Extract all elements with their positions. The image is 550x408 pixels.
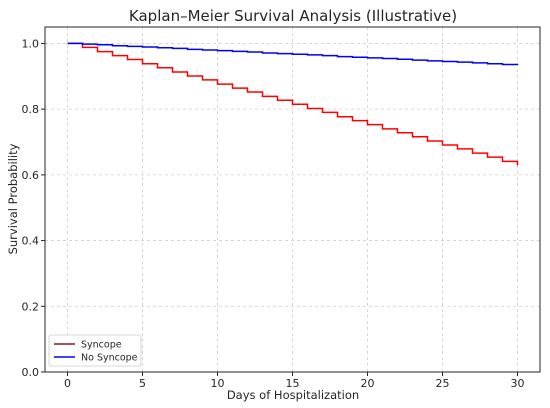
x-tick-label: 15 bbox=[286, 377, 300, 390]
x-tick-label: 0 bbox=[64, 377, 71, 390]
series-line-no-syncope bbox=[67, 42, 519, 66]
legend: Syncope No Syncope bbox=[48, 334, 142, 367]
x-axis: 0 5 10 15 20 25 30 bbox=[64, 372, 525, 390]
y-axis: 0.0 0.2 0.4 0.6 0.8 1.0 bbox=[22, 37, 45, 379]
x-axis-label: Days of Hospitalization bbox=[227, 388, 359, 402]
plot-frame bbox=[44, 26, 541, 373]
y-axis-label: Survival Probability bbox=[6, 143, 20, 254]
series-layer bbox=[67, 42, 519, 166]
y-tick-label: 0.4 bbox=[22, 235, 40, 248]
x-tick-label: 25 bbox=[436, 377, 450, 390]
y-tick-label: 1.0 bbox=[22, 37, 40, 50]
y-tick-label: 0.6 bbox=[22, 169, 40, 182]
y-tick-label: 0.2 bbox=[22, 300, 40, 313]
y-tick-label: 0.0 bbox=[22, 366, 40, 379]
x-tick-label: 30 bbox=[511, 377, 525, 390]
legend-box bbox=[48, 334, 142, 367]
x-tick-label: 20 bbox=[361, 377, 375, 390]
grid bbox=[45, 27, 540, 373]
chart-title: Kaplan–Meier Survival Analysis (Illustra… bbox=[129, 7, 457, 25]
y-tick-label: 0.8 bbox=[22, 103, 40, 116]
legend-label-no-syncope: No Syncope bbox=[81, 353, 138, 364]
x-tick-label: 10 bbox=[211, 377, 225, 390]
x-tick-label: 5 bbox=[139, 377, 146, 390]
series-line-syncope bbox=[67, 42, 519, 166]
legend-label-syncope: Syncope bbox=[81, 340, 122, 351]
